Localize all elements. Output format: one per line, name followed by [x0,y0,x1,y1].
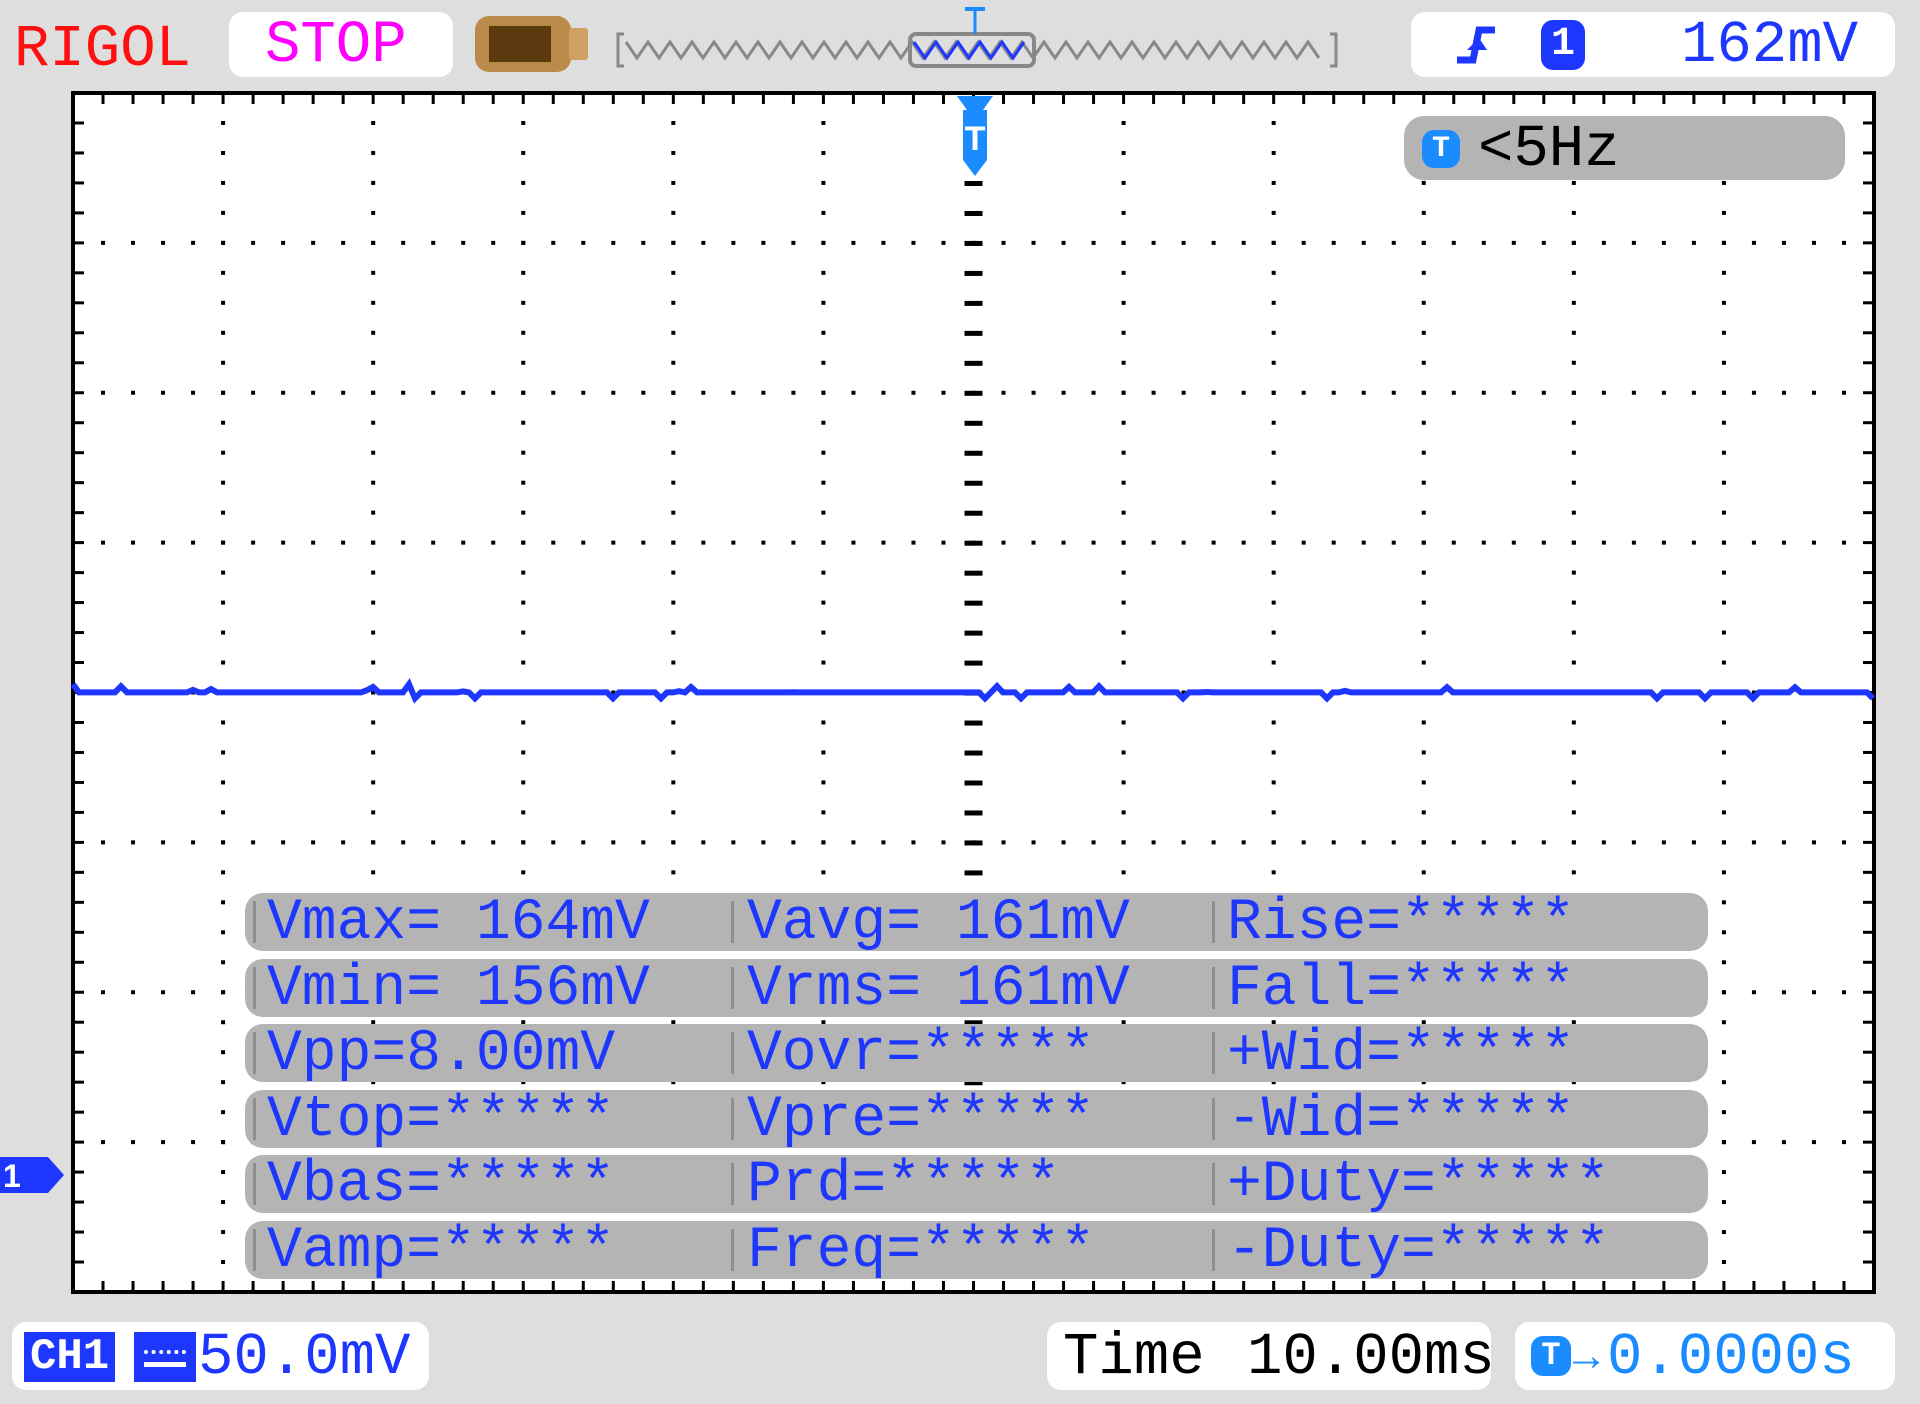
measurement-separator [1212,1163,1215,1205]
measurement-separator [253,1097,256,1140]
ch1-marker-label: 1 [3,1158,21,1194]
overview-window-wave [912,39,1026,61]
measurement-separator [731,1097,734,1140]
measurement-separator [731,1163,734,1205]
trigger-marker-label: T [964,120,986,158]
measurement-value: -Duty=***** [1227,1218,1610,1284]
trigger-level: 162mV [1681,12,1859,79]
measurement-value: Vpre=***** [747,1087,1096,1153]
measurement-value: Vmin= 156mV [267,956,650,1022]
measurement-value: -Wid=***** [1227,1087,1576,1153]
overview-view-window[interactable] [908,32,1036,68]
measurement-separator [1212,966,1215,1009]
measurement-separator [1212,1032,1215,1074]
measurement-separator [1212,901,1215,943]
time-per-div: 10.00ms [1247,1324,1495,1391]
ch1-ground-marker[interactable] [0,1157,64,1193]
measurement-separator [731,1032,734,1074]
measurement-separator [731,966,734,1009]
measurement-value: Vovr=***** [747,1022,1096,1087]
measurement-value: Freq=***** [747,1218,1096,1284]
volts-per-div: 50.0mV [198,1324,411,1391]
trigger-position-marker[interactable] [957,96,993,176]
trigger-offset-value: 0.0000s [1607,1324,1855,1391]
frequency-counter: T <5Hz [1404,116,1845,180]
measurement-row: Vpp=8.00mV Vovr=***** +Wid=***** [245,1022,1708,1087]
measurement-row: Vamp=***** Freq=***** -Duty=***** [245,1218,1708,1284]
run-stop-status[interactable]: STOP [229,12,453,77]
memory-overview-wave [624,39,1321,61]
timebase-box[interactable]: Time 10.00ms [1047,1322,1495,1391]
memory-overview-bar[interactable] [600,10,1353,78]
measurement-value: Vtop=***** [267,1087,616,1153]
measurement-value: Vamp=***** [267,1218,616,1284]
measurement-separator [253,966,256,1009]
measurement-separator [731,1228,734,1271]
measurement-separator [1212,1228,1215,1271]
time-label: Time [1063,1324,1205,1391]
dc-coupling-icon [134,1332,196,1382]
measurement-value: Vavg= 161mV [747,891,1130,956]
rising-edge-icon [1457,26,1495,64]
measurement-value: Prd=***** [747,1153,1061,1218]
measurement-separator [253,901,256,943]
brand-logo: RIGOL [14,16,192,83]
arrow-right-icon: → [1573,1334,1600,1384]
measurement-row: Vtop=***** Vpre=***** -Wid=***** [245,1087,1708,1153]
measurement-row: Vmin= 156mV Vrms= 161mV Fall=***** [245,956,1708,1022]
frequency-value: <5Hz [1478,116,1620,183]
ch1-label: CH1 [24,1332,116,1382]
measurement-value: Vbas=***** [267,1153,616,1218]
measurement-separator [253,1228,256,1271]
measurement-value: Vpp=8.00mV [267,1022,616,1087]
ch1-scale-box[interactable]: CH1 50.0mV [12,1322,429,1390]
measurement-row: Vmax= 164mV Vavg= 161mV Rise=***** [245,891,1708,956]
run-state-text: STOP [265,12,407,79]
measurement-value: Rise=***** [1227,891,1576,956]
measurement-value: Fall=***** [1227,956,1576,1022]
measurement-separator [253,1163,256,1205]
measurement-row: Vbas=***** Prd=***** +Duty=***** [245,1153,1708,1218]
measurement-value: Vrms= 161mV [747,956,1130,1022]
ch1-waveform-trace [70,678,1876,704]
measurement-value: +Duty=***** [1227,1153,1610,1218]
measurement-separator [253,1032,256,1074]
memory-depth-icon [475,16,588,72]
trigger-status[interactable]: 1 162mV [1411,12,1895,77]
trigger-offset-icon: T [1531,1336,1571,1376]
trigger-t-icon: T [1422,130,1460,168]
trigger-offset-box[interactable]: T → 0.0000s [1515,1322,1895,1390]
trigger-source-badge: 1 [1541,20,1585,70]
measurement-value: +Wid=***** [1227,1022,1576,1087]
measurement-separator [1212,1097,1215,1140]
measurement-value: Vmax= 164mV [267,891,650,956]
measurement-separator [731,901,734,943]
